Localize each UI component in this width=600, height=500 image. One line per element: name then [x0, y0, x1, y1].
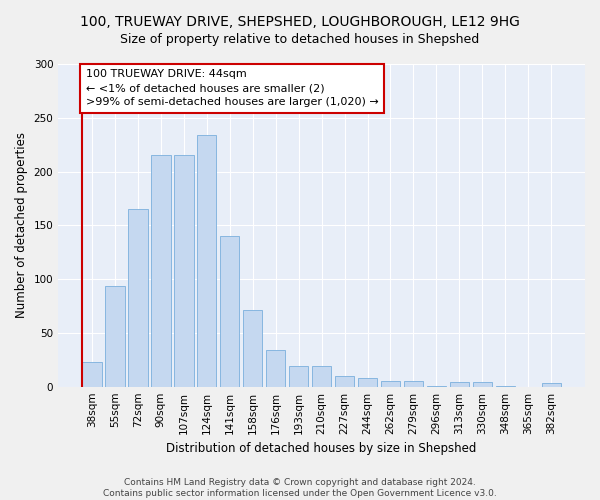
Bar — [197, 135, 217, 386]
Bar — [312, 366, 331, 386]
Bar — [289, 366, 308, 386]
Bar — [82, 362, 101, 386]
Text: Contains HM Land Registry data © Crown copyright and database right 2024.
Contai: Contains HM Land Registry data © Crown c… — [103, 478, 497, 498]
Text: 100, TRUEWAY DRIVE, SHEPSHED, LOUGHBOROUGH, LE12 9HG: 100, TRUEWAY DRIVE, SHEPSHED, LOUGHBOROU… — [80, 15, 520, 29]
Bar — [128, 209, 148, 386]
Bar — [542, 384, 561, 386]
Bar — [335, 376, 355, 386]
Bar — [381, 382, 400, 386]
Bar — [266, 350, 286, 387]
Bar — [174, 156, 194, 386]
Bar — [449, 382, 469, 386]
Text: Size of property relative to detached houses in Shepshed: Size of property relative to detached ho… — [121, 32, 479, 46]
X-axis label: Distribution of detached houses by size in Shepshed: Distribution of detached houses by size … — [166, 442, 477, 455]
Bar — [358, 378, 377, 386]
Bar — [105, 286, 125, 386]
Bar — [473, 382, 492, 386]
Text: 100 TRUEWAY DRIVE: 44sqm
← <1% of detached houses are smaller (2)
>99% of semi-d: 100 TRUEWAY DRIVE: 44sqm ← <1% of detach… — [86, 70, 379, 108]
Bar — [151, 156, 170, 386]
Bar — [243, 310, 262, 386]
Y-axis label: Number of detached properties: Number of detached properties — [15, 132, 28, 318]
Bar — [220, 236, 239, 386]
Bar — [404, 382, 423, 386]
